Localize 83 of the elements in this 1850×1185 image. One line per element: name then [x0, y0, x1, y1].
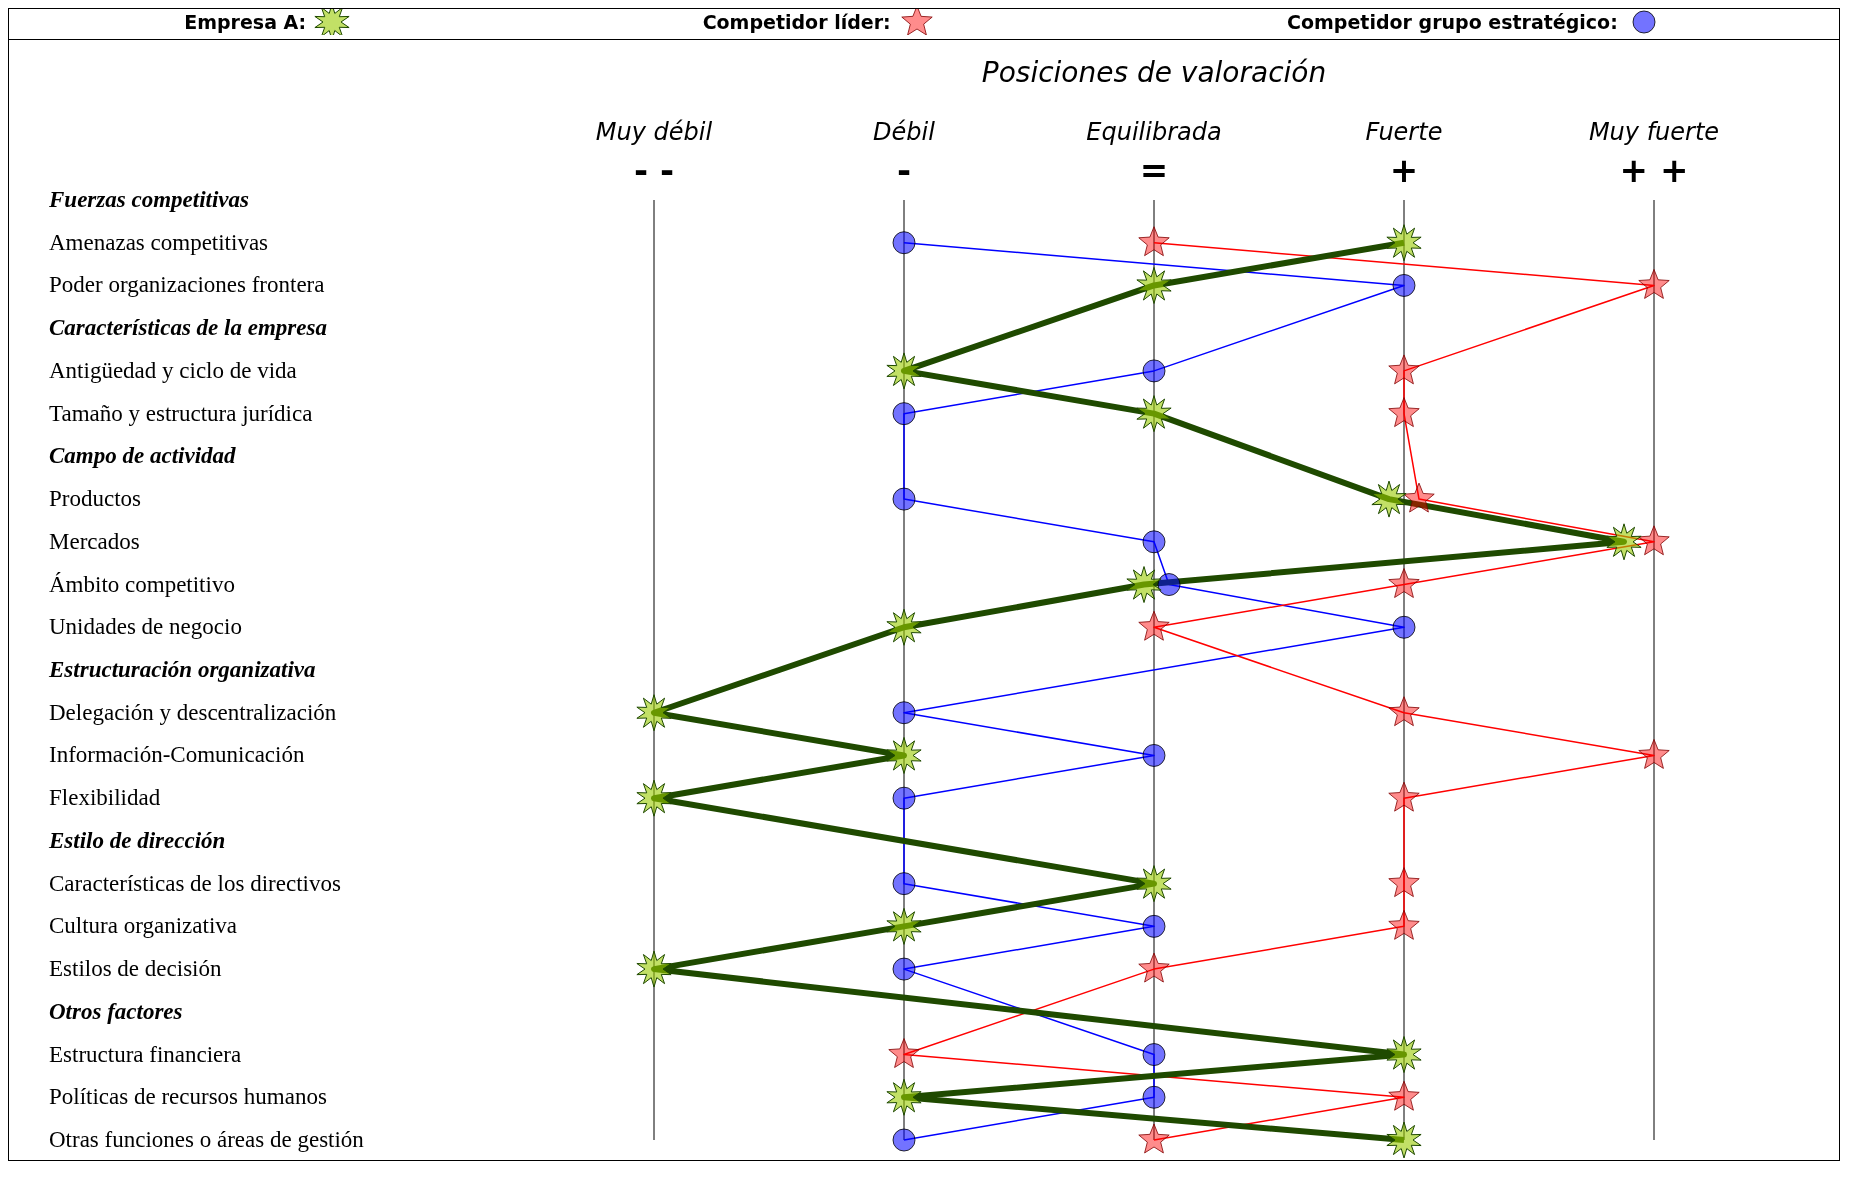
x-axis-title: Posiciones de valoración: [981, 56, 1327, 89]
point: [892, 487, 916, 511]
y-tick-label: Otros factores: [49, 998, 183, 1024]
y-tick-label: Mercados: [49, 528, 140, 554]
point: [1142, 744, 1166, 767]
y-tick-label: Tamaño y estructura jurídica: [49, 400, 313, 426]
point: [1386, 1036, 1422, 1074]
point: [636, 694, 672, 732]
point: [1142, 914, 1166, 938]
text: Muy débil - -: [595, 118, 713, 190]
legend-label: Competidor grupo estratégico:: [1287, 11, 1618, 33]
point: [1388, 909, 1420, 940]
point: [1386, 224, 1422, 262]
point: [1142, 530, 1166, 554]
point: [1138, 226, 1170, 257]
y-tick-label: Ámbito competitivo: [49, 571, 235, 597]
point: [1392, 615, 1416, 639]
point: [886, 352, 922, 390]
point: [1138, 952, 1170, 983]
point: [1142, 359, 1166, 383]
y-tick-label: Unidades de negocio: [49, 614, 242, 640]
text: Equilibrada =: [1086, 118, 1222, 190]
point: [1606, 523, 1642, 561]
text: Débil -: [873, 118, 936, 190]
y-tick-label: Otras funciones o áreas de gestión: [49, 1127, 365, 1152]
point: [892, 872, 916, 896]
point: [892, 786, 916, 810]
y-tick-label: Amenazas competitivas: [49, 229, 269, 255]
point: [1388, 1080, 1420, 1111]
point: [892, 1128, 916, 1152]
text: Fuerte +: [1365, 118, 1443, 190]
point: [1126, 566, 1162, 604]
point: [1386, 1121, 1422, 1159]
y-tick-label: Productos: [49, 486, 142, 512]
y-tick-label: Estilo de dirección: [48, 827, 226, 853]
point: [1388, 781, 1420, 812]
point: [888, 1038, 920, 1068]
point: [1136, 266, 1172, 304]
point: [1638, 739, 1670, 769]
y-tick-label: Estructura financiera: [49, 1041, 242, 1067]
point: [1138, 1123, 1170, 1154]
point: [1388, 397, 1420, 427]
point: [636, 779, 672, 817]
y-tick-label: Políticas de recursos humanos: [49, 1084, 327, 1110]
y-tick-label: Campo de actividad: [49, 443, 237, 469]
legend-label: Competidor líder:: [702, 11, 891, 33]
point: [1142, 1043, 1166, 1066]
y-tick-label: Características de los directivos: [49, 870, 341, 896]
point: [886, 907, 922, 945]
point: [892, 701, 916, 725]
y-tick-label: Flexibilidad: [49, 785, 161, 811]
point: [886, 736, 922, 774]
point: [1392, 274, 1416, 297]
point: [1157, 573, 1181, 596]
point: [1388, 354, 1420, 385]
y-tick-label: Características de la empresa: [49, 315, 327, 341]
point: [886, 608, 922, 646]
point: [886, 1078, 922, 1116]
point: [636, 950, 672, 988]
y-tick-label: Fuerzas competitivas: [48, 187, 250, 212]
point: [1388, 696, 1420, 727]
legend-label: Empresa A:: [184, 11, 307, 33]
y-tick-label: Poder organizaciones frontera: [49, 272, 325, 298]
point: [1388, 867, 1420, 897]
y-tick-label: Cultura organizativa: [49, 913, 237, 939]
point: [1638, 269, 1670, 299]
y-tick-label: Información-Comunicación: [49, 742, 305, 768]
point: [1638, 525, 1670, 556]
y-tick-label: Estilos de decisión: [49, 956, 222, 982]
point: [1403, 482, 1435, 513]
point: [1142, 1085, 1166, 1109]
point: [892, 402, 916, 426]
point: [892, 231, 916, 255]
y-tick-label: Estructuración organizativa: [48, 657, 316, 682]
y-tick-label: Delegación y descentralización: [49, 699, 337, 725]
point: [1371, 480, 1407, 518]
point: [1136, 865, 1172, 903]
point: [1388, 568, 1420, 598]
y-tick-label: Antigüedad y ciclo de vida: [49, 357, 297, 383]
point: [892, 957, 916, 981]
text: Muy fuerte + +: [1588, 118, 1720, 190]
point: [1138, 610, 1170, 641]
point: [1136, 395, 1172, 433]
